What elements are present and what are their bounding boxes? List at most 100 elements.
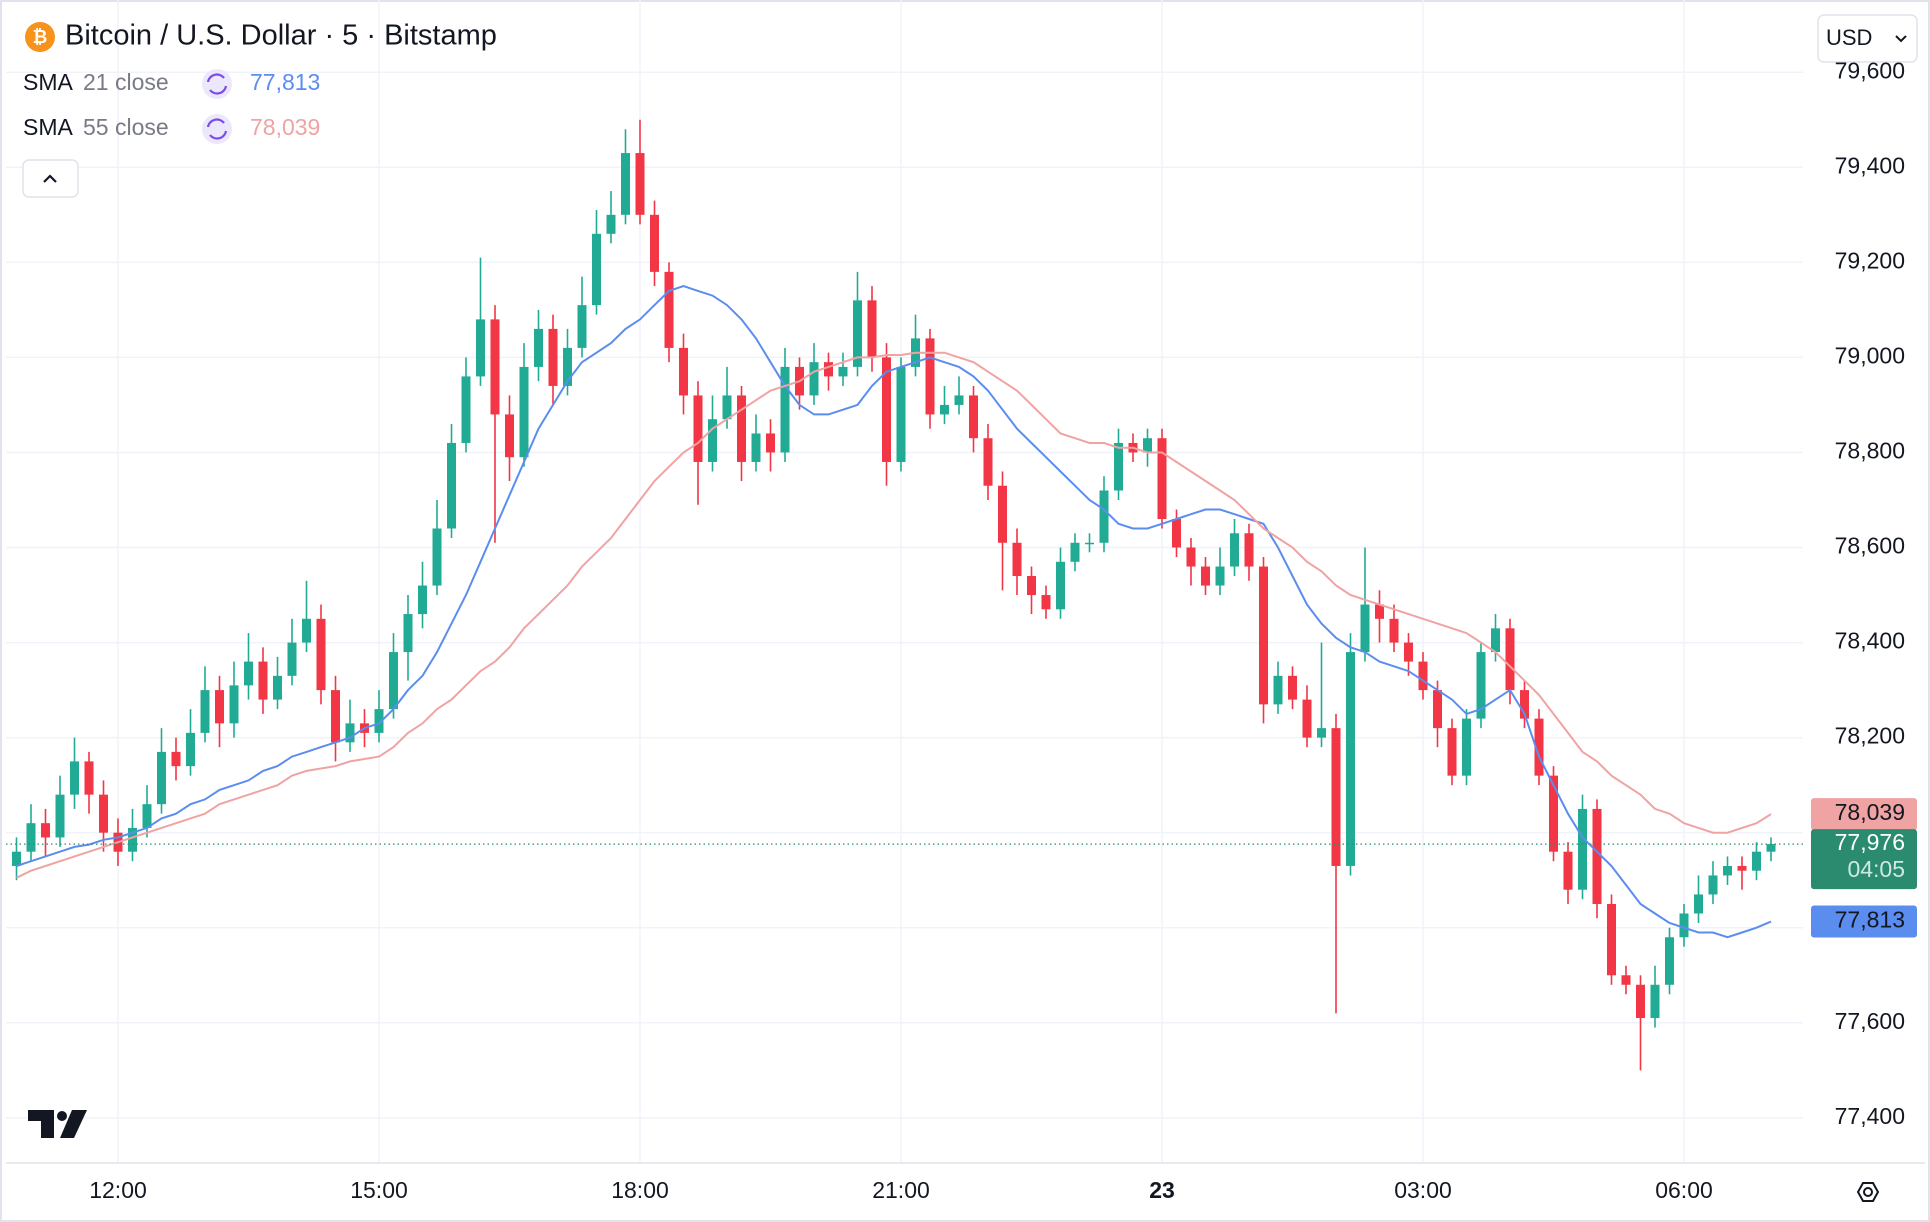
collapse-button[interactable] (22, 159, 79, 198)
candle-body (1549, 775, 1558, 852)
legend-value: 77,813 (250, 69, 320, 95)
price-label: 78,039 (1835, 799, 1905, 825)
candle-body (1433, 690, 1442, 729)
y-tick-label: 79,200 (1835, 247, 1905, 273)
candle-body (1201, 566, 1210, 586)
y-tick-label: 78,600 (1835, 533, 1905, 559)
y-tick-label: 77,400 (1835, 1103, 1905, 1129)
currency-box[interactable] (1817, 14, 1918, 63)
x-tick-label: 18:00 (611, 1177, 669, 1203)
candle-body (650, 214, 659, 272)
candle-body (1375, 604, 1384, 619)
price-label-box (1811, 798, 1917, 831)
collapse-box[interactable] (22, 159, 79, 198)
currency-select[interactable]: USD (1817, 14, 1918, 63)
legend-icon (206, 118, 228, 140)
symbol-title[interactable]: Bitcoin / U.S. Dollar · 5 · Bitstamp (65, 20, 497, 52)
candle-body (41, 823, 50, 838)
y-tick-label: 79,000 (1835, 342, 1905, 368)
x-tick-label: 21:00 (872, 1177, 930, 1203)
candle-body (302, 618, 311, 643)
candle-body (1360, 604, 1370, 653)
currency-label[interactable]: USD (1826, 25, 1872, 50)
candle-body (519, 366, 529, 458)
candle-body (171, 751, 181, 767)
candle-body (331, 690, 340, 743)
candle-body (1085, 542, 1094, 545)
candle-body (722, 395, 732, 420)
candle-body (1056, 561, 1065, 610)
candle-body (737, 395, 746, 462)
candle-body (229, 685, 239, 724)
y-tick-label: 77,600 (1835, 1008, 1905, 1034)
candle-body (693, 395, 703, 462)
settings-icon[interactable] (1856, 1182, 1880, 1202)
legend-refresh-icon[interactable] (202, 69, 232, 99)
candle-body (200, 690, 210, 733)
legend-icon (206, 73, 228, 95)
legend-name: SMA (23, 114, 74, 140)
candle-body (882, 357, 891, 462)
candle-body (345, 723, 355, 743)
candle-body (867, 300, 877, 358)
candle-body (157, 751, 166, 805)
candle-body (679, 347, 688, 396)
candle-body (577, 305, 587, 348)
candle-body (1114, 442, 1123, 491)
candle-body (708, 419, 717, 462)
candle-body (403, 614, 413, 653)
candle-body (751, 433, 761, 462)
sma-line (16, 285, 1772, 939)
bitcoin-icon-glyph: ₿ (33, 27, 48, 47)
candle-body (766, 433, 775, 453)
candle-body (606, 214, 616, 234)
candle-body (447, 442, 456, 529)
candle-body (316, 618, 326, 691)
settings-button[interactable] (1856, 1182, 1880, 1202)
candle-body (1302, 699, 1312, 738)
candle-body (1259, 566, 1268, 705)
grid (6, 0, 1803, 1163)
candle-body (1288, 675, 1297, 700)
candle-body (954, 395, 964, 405)
sma-line (16, 351, 1772, 879)
candle-body (1012, 542, 1022, 577)
candle-body (1273, 675, 1283, 705)
candle-body (838, 366, 848, 377)
candle-body (1070, 542, 1080, 562)
legend-refresh-icon[interactable] (202, 114, 232, 144)
candle-body (1476, 652, 1486, 719)
countdown-label: 04:05 (1847, 856, 1905, 882)
candle-body (1418, 661, 1428, 691)
candle-body (1723, 865, 1732, 876)
candle-body (809, 362, 819, 396)
candle-body (1041, 595, 1051, 610)
candle-body (824, 362, 833, 377)
candle-body (983, 438, 993, 486)
candle-body (780, 366, 790, 453)
tv-logo (28, 1110, 87, 1138)
candle-body (1766, 844, 1776, 852)
y-tick-label: 79,600 (1835, 57, 1905, 83)
candle-body (418, 585, 427, 615)
candle-body (1607, 903, 1616, 976)
legend-name: SMA (23, 69, 74, 95)
candle-body (1621, 975, 1631, 985)
x-tick-label: 03:00 (1394, 1177, 1452, 1203)
y-tick-label: 78,200 (1835, 723, 1905, 749)
candle-body (1389, 618, 1399, 643)
candle-body (1027, 576, 1036, 596)
candle-body (621, 153, 630, 215)
candle-body (1737, 865, 1747, 871)
candle-body (969, 395, 978, 439)
candle-body (1230, 533, 1239, 567)
candle-body (1157, 438, 1167, 520)
candle-body (998, 485, 1007, 543)
candle-body (1346, 652, 1355, 866)
candle-body (1172, 519, 1181, 548)
candle-body (26, 823, 36, 852)
candle-body (99, 794, 108, 833)
candle-body (1143, 438, 1152, 453)
